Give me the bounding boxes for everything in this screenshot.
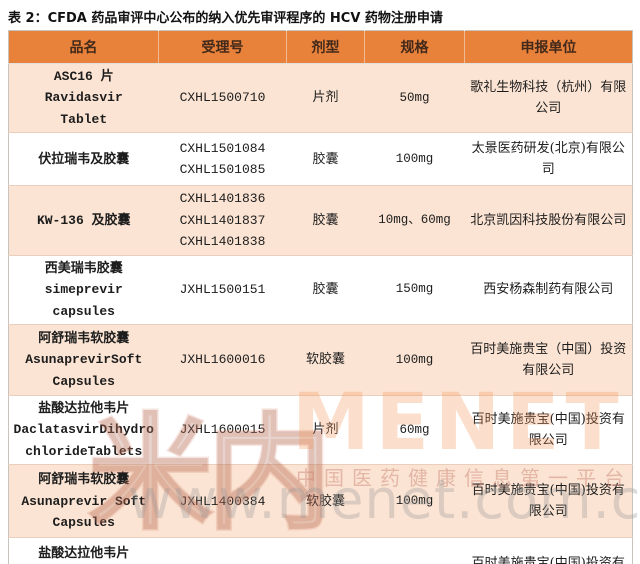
table-caption: 表 2：CFDA 药品审评中心公布的纳入优先审评程序的 HCV 药物注册申请 <box>8 11 443 26</box>
applicant-cell: 太景医药研发(北京)有限公司 <box>464 132 633 187</box>
acceptance-number-cell: JXHL1600016 <box>158 324 287 396</box>
product-name-cell: 西美瑞韦胶囊 simeprevir capsules <box>8 255 159 325</box>
specification-cell: 150mg <box>364 255 465 325</box>
table-row: KW-136 及胶囊 CXHL1401836 CXHL1401837 CXHL1… <box>8 185 633 256</box>
dosage-form-cell: 胶囊 <box>286 132 365 187</box>
acceptance-number-cell: JXHL1400385 <box>158 537 287 564</box>
acceptance-number-cell: JXHL1500151 <box>158 255 287 325</box>
product-name-cell: KW-136 及胶囊 <box>8 185 159 256</box>
applicant-cell: 北京凯因科技股份有限公司 <box>464 185 633 256</box>
table-row: 盐酸达拉他韦片 DaclatasvirDihydro chlorideTable… <box>8 395 633 466</box>
product-name-cell: 盐酸达拉他韦片 DaclatasvirDihydro chlorideTable… <box>8 395 159 466</box>
product-name-cell: 阿舒瑞韦软胶囊 AsunaprevirSoft Capsules <box>8 324 159 396</box>
dosage-form-cell: 片剂 <box>286 395 365 466</box>
col-header-specification: 规格 <box>364 30 465 64</box>
applicant-cell: 百时美施贵宝(中国)投资有限公司 <box>464 464 633 539</box>
acceptance-number-cell: JXHL1600015 <box>158 395 287 466</box>
acceptance-number-cell: CXHL1401836 CXHL1401837 CXHL1401838 <box>158 185 287 256</box>
col-header-dosage-form: 剂型 <box>286 30 365 64</box>
applicant-cell: 西安杨森制药有限公司 <box>464 255 633 325</box>
product-name-cell: 盐酸达拉他韦片 DaclatasvirDihydro chlorideTable… <box>8 537 159 564</box>
dosage-form-cell: 胶囊 <box>286 255 365 325</box>
product-name-cell: 阿舒瑞韦软胶囊 Asunaprevir Soft Capsules <box>8 464 159 539</box>
dosage-form-cell: 软胶囊 <box>286 464 365 539</box>
table-row: ASC16 片 Ravidasvir Tablet CXHL1500710 片剂… <box>8 63 633 134</box>
acceptance-number-cell: CXHL1501084 CXHL1501085 <box>158 132 287 187</box>
applicant-cell: 歌礼生物科技（杭州）有限公司 <box>464 63 633 134</box>
hcv-priority-review-table: 品名 受理号 剂型 规格 申报单位 ASC16 片 Ravidasvir Tab… <box>8 30 633 564</box>
table-row: 盐酸达拉他韦片 DaclatasvirDihydro chlorideTable… <box>8 537 633 564</box>
table-row: 阿舒瑞韦软胶囊 Asunaprevir Soft Capsules JXHL14… <box>8 464 633 539</box>
table-header-row: 品名 受理号 剂型 规格 申报单位 <box>8 30 633 64</box>
applicant-cell: 百时美施贵宝（中国）投资有限公司 <box>464 324 633 396</box>
col-header-product-name: 品名 <box>8 30 159 64</box>
specification-cell: 60mg <box>364 537 465 564</box>
applicant-cell: 百时美施贵宝(中国)投资有限公司 <box>464 395 633 466</box>
product-name-cell: ASC16 片 Ravidasvir Tablet <box>8 63 159 134</box>
product-name-cell: 伏拉瑞韦及胶囊 <box>8 132 159 187</box>
table-row: 伏拉瑞韦及胶囊 CXHL1501084 CXHL1501085 胶囊 100mg… <box>8 132 633 187</box>
dosage-form-cell: 软胶囊 <box>286 324 365 396</box>
table-row: 西美瑞韦胶囊 simeprevir capsules JXHL1500151 胶… <box>8 255 633 325</box>
dosage-form-cell: 片剂 <box>286 537 365 564</box>
specification-cell: 50mg <box>364 63 465 134</box>
specification-cell: 60mg <box>364 395 465 466</box>
col-header-acceptance-number: 受理号 <box>158 30 287 64</box>
dosage-form-cell: 片剂 <box>286 63 365 134</box>
dosage-form-cell: 胶囊 <box>286 185 365 256</box>
specification-cell: 100mg <box>364 464 465 539</box>
specification-cell: 100mg <box>364 132 465 187</box>
col-header-applicant: 申报单位 <box>464 30 633 64</box>
specification-cell: 10mg、60mg <box>364 185 465 256</box>
specification-cell: 100mg <box>364 324 465 396</box>
acceptance-number-cell: JXHL1400384 <box>158 464 287 539</box>
table-row: 阿舒瑞韦软胶囊 AsunaprevirSoft Capsules JXHL160… <box>8 324 633 396</box>
acceptance-number-cell: CXHL1500710 <box>158 63 287 134</box>
applicant-cell: 百时美施贵宝(中国)投资有限公司 <box>464 537 633 564</box>
